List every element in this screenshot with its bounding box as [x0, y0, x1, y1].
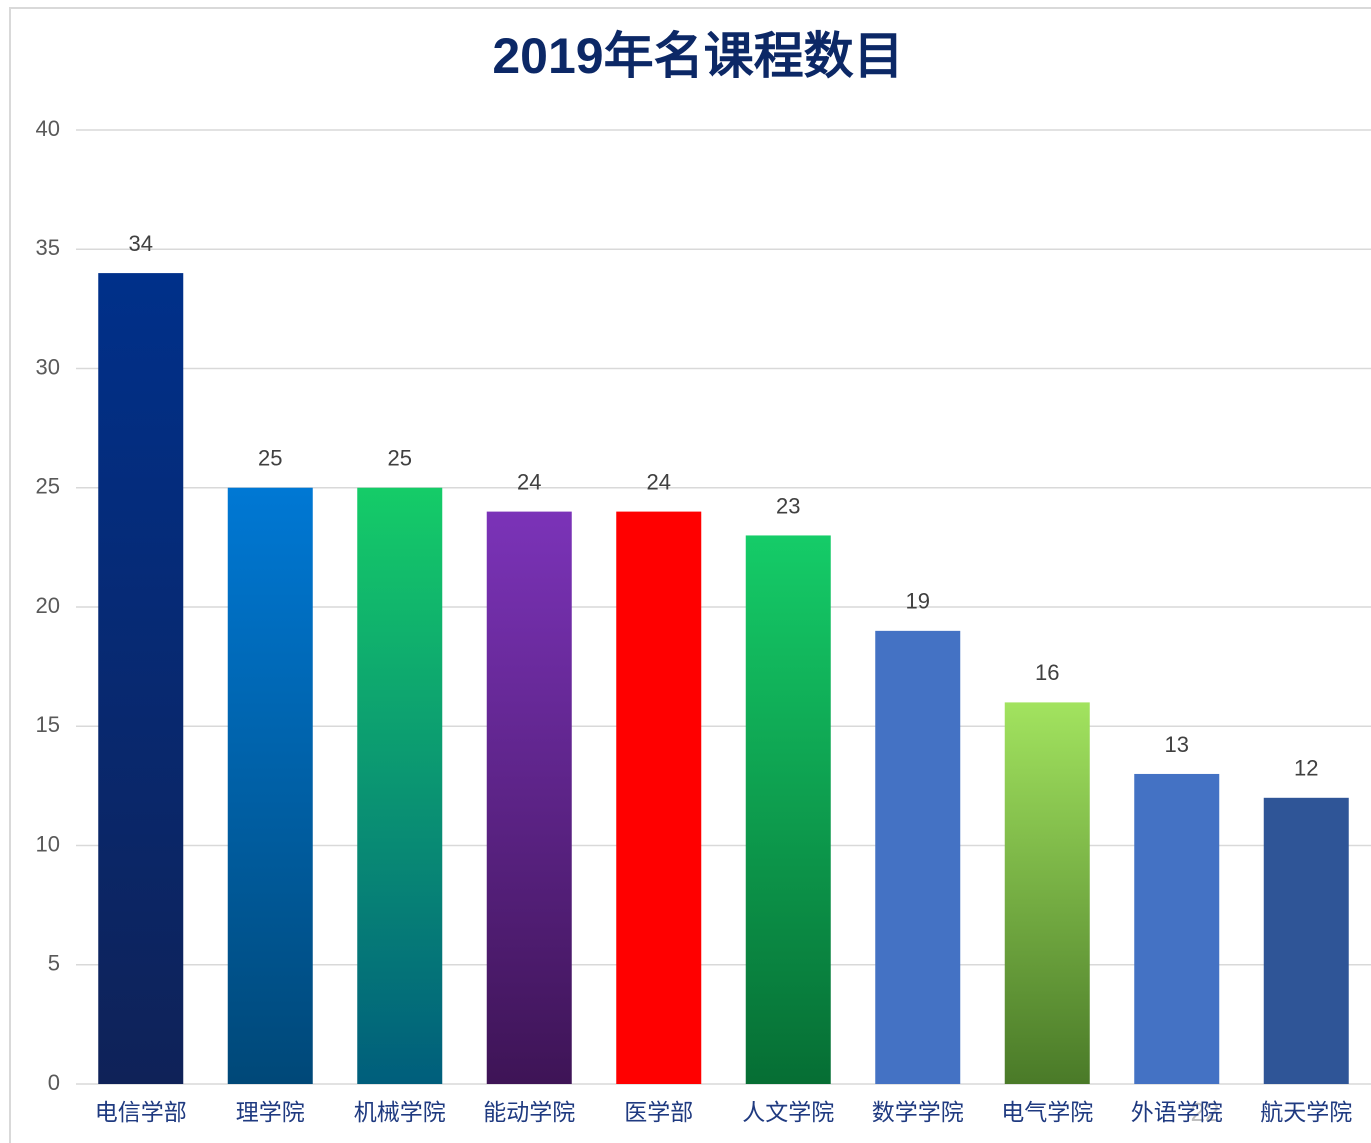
value-label: 34	[129, 231, 153, 256]
bar	[227, 487, 313, 1084]
value-label: 19	[906, 589, 930, 614]
y-tick-label: 15	[36, 712, 60, 737]
x-tick-label: 电信学部	[95, 1099, 187, 1125]
y-tick-label: 35	[36, 235, 60, 260]
bar	[98, 273, 184, 1085]
value-label: 25	[388, 446, 412, 471]
bar	[616, 511, 702, 1085]
y-tick-label: 30	[36, 354, 60, 379]
x-tick-label: 电气学院	[1001, 1099, 1093, 1125]
y-tick-label: 20	[36, 593, 60, 618]
x-tick-label: 航天学院	[1260, 1099, 1352, 1125]
bar	[745, 535, 831, 1084]
value-label: 16	[1035, 660, 1059, 685]
bar	[357, 487, 443, 1084]
bar	[1263, 797, 1349, 1084]
x-tick-label: 外语学院	[1131, 1099, 1223, 1125]
value-label: 23	[776, 493, 800, 518]
y-tick-label: 25	[36, 474, 60, 499]
bar	[1134, 773, 1220, 1084]
chart-title: 2019年名课程数目	[492, 28, 903, 84]
y-tick-label: 10	[36, 831, 60, 856]
page-number: 22	[1191, 1097, 1220, 1127]
bar	[875, 630, 961, 1084]
value-label: 13	[1165, 732, 1189, 757]
x-tick-label: 理学院	[236, 1099, 305, 1125]
x-tick-label: 数学学院	[872, 1099, 964, 1125]
x-tick-label: 机械学院	[354, 1099, 446, 1125]
bar	[1004, 702, 1090, 1084]
y-tick-label: 0	[48, 1070, 60, 1095]
y-tick-label: 40	[36, 116, 60, 141]
bar	[486, 511, 572, 1085]
y-tick-label: 5	[48, 951, 60, 976]
x-tick-label: 能动学院	[483, 1099, 575, 1125]
x-tick-label: 医学部	[624, 1099, 693, 1125]
x-tick-label: 人文学院	[742, 1099, 834, 1125]
value-label: 25	[258, 446, 282, 471]
value-label: 24	[517, 469, 541, 494]
value-label: 24	[647, 469, 671, 494]
chart-border	[9, 7, 1371, 1143]
value-label: 12	[1294, 756, 1318, 781]
